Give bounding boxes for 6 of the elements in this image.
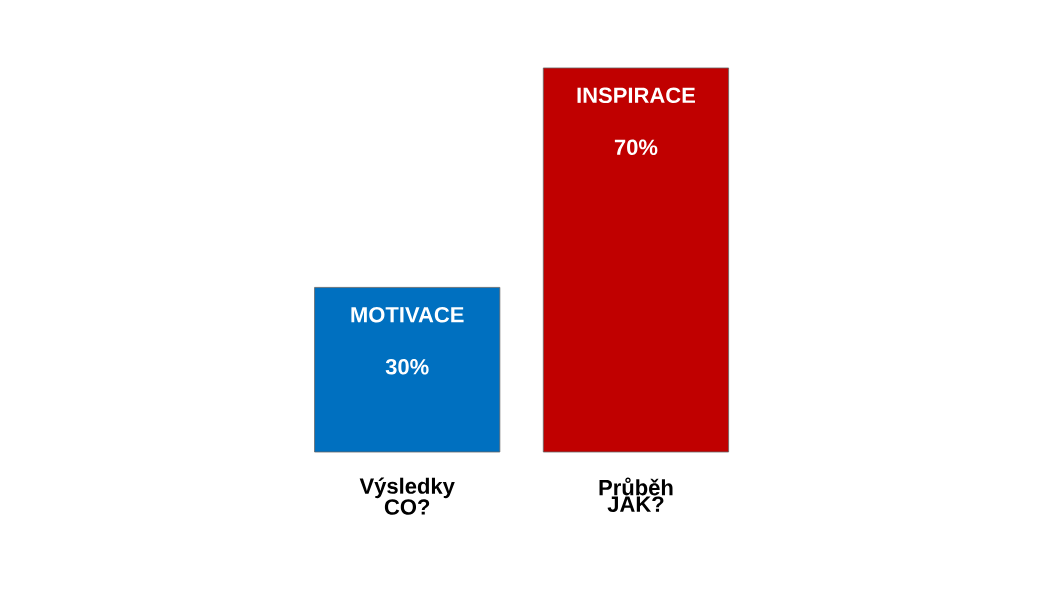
annotation: MOTIVACE: [351, 306, 464, 323]
data-label: 30%: [385, 358, 429, 375]
data-label: 70%: [614, 139, 658, 156]
annotation: INSPIRACE: [577, 87, 695, 104]
x-tick-label: Výsledky CO?: [359, 477, 455, 515]
x-tick-label: Průběh JAK?: [599, 477, 673, 512]
